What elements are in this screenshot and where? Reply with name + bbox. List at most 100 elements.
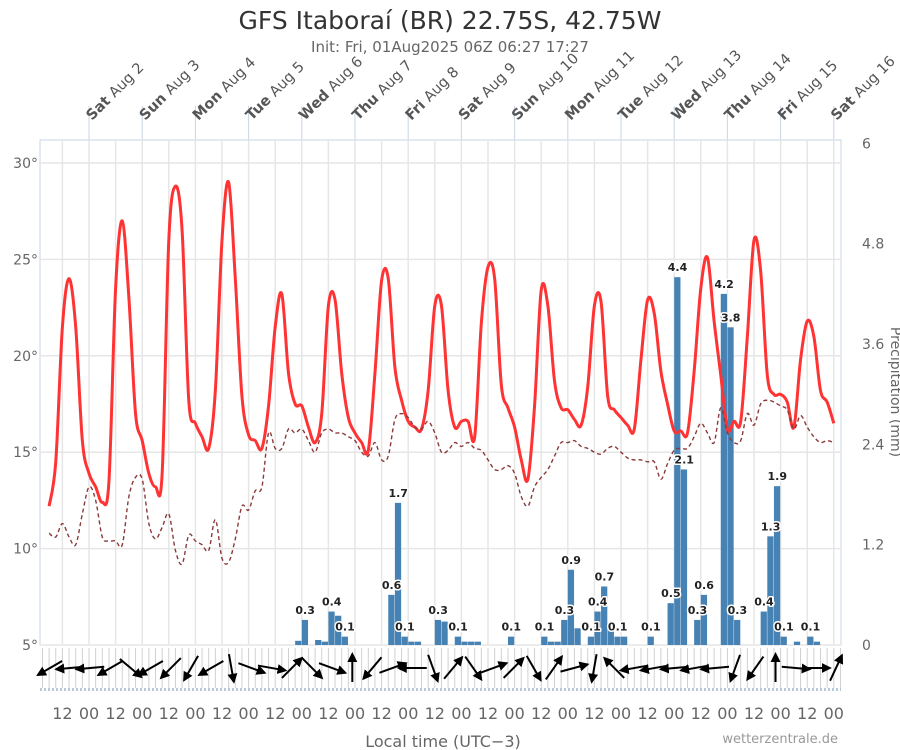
x-tick-label: 00	[398, 704, 418, 723]
precip-bar-label: 1.3	[761, 520, 781, 533]
temperature-lines	[47, 179, 836, 566]
x-tick-label: 12	[105, 704, 125, 723]
y-right-tick-label: 3.6	[862, 337, 884, 353]
precip-bar	[401, 636, 408, 645]
precip-bar-label: 0.6	[694, 579, 714, 592]
day-label-date: Aug 2	[106, 60, 147, 101]
wind-arrow-icon	[238, 662, 267, 675]
wind-arrow-icon	[443, 655, 464, 680]
precip-bar-label: 0.3	[555, 604, 575, 617]
wind-arrow-icon	[560, 661, 590, 673]
wind-arrow-icon	[362, 656, 383, 681]
wind-arrows-strip	[36, 648, 844, 691]
precip-bar	[647, 636, 654, 645]
x-tick-label: 00	[79, 704, 99, 723]
wind-arrow-icon	[301, 657, 324, 680]
x-tick-label: 00	[717, 704, 737, 723]
x-tick-label: 12	[691, 704, 711, 723]
wind-arrow-icon	[159, 657, 182, 680]
x-tick-label: 12	[478, 704, 498, 723]
precip-bar-label: 0.1	[395, 621, 415, 634]
y-axis-right-title: Precipitation (mm)	[887, 327, 900, 457]
wind-arrow-icon	[183, 655, 199, 682]
precip-bar	[441, 621, 448, 645]
precip-bar	[335, 615, 342, 645]
day-label-weekday: Thu	[350, 91, 383, 124]
precip-bar	[561, 619, 568, 645]
wind-arrow-icon	[119, 658, 143, 679]
precip-bar-label: 0.1	[641, 621, 661, 634]
wind-arrow-icon	[699, 663, 730, 674]
series-line-dashed	[48, 399, 835, 566]
precip-bar	[547, 641, 555, 645]
x-tick-label: 12	[318, 704, 338, 723]
x-tick-label: 12	[744, 704, 764, 723]
precip-bar	[321, 641, 328, 645]
precip-bar-label: 0.1	[774, 621, 794, 634]
x-tick-label: 00	[611, 704, 631, 723]
day-label-date: Aug 10	[535, 51, 583, 99]
x-tick-label: 00	[824, 704, 844, 723]
precip-bar-label: 0.1	[801, 621, 821, 634]
day-label-date: Aug 3	[162, 57, 203, 98]
plot-area	[39, 139, 842, 646]
precip-bar-label: 1.9	[768, 470, 788, 483]
day-label-weekday: Sun	[137, 91, 170, 124]
day-label-date: Aug 7	[375, 58, 416, 99]
y-left-tick-label: 5°	[22, 638, 38, 654]
credit-link[interactable]: wetterzentrale.de	[722, 732, 838, 747]
y-right-tick-label: 4.8	[862, 237, 884, 253]
x-tick-label: 00	[504, 704, 524, 723]
day-label-date: Aug 16	[851, 53, 899, 101]
wind-arrow-icon	[197, 660, 224, 677]
precip-bar	[541, 636, 548, 645]
y-left-tick-label: 30°	[13, 156, 38, 172]
day-label-weekday: Sat	[828, 93, 859, 124]
grid-lines	[39, 139, 842, 646]
x-tick-label: 00	[558, 704, 578, 723]
precip-bar	[587, 636, 594, 645]
x-axis-bottom: 12 00 12 00 12 00 12 00 12 00 12 00 12 00 12 00 12 00 12 00…	[52, 704, 844, 723]
wind-arrow-icon	[502, 656, 525, 679]
day-label: SatAug 16	[828, 53, 898, 123]
precip-bar-label: 4.2	[714, 278, 734, 291]
precip-bar	[614, 636, 621, 645]
precip-bar	[454, 636, 461, 645]
precip-bar	[567, 569, 575, 645]
wind-arrow-icon	[479, 661, 509, 674]
day-label-weekday: Wed	[296, 87, 333, 124]
precip-bar	[574, 628, 581, 645]
x-tick-label: 00	[238, 704, 258, 723]
day-label-date: Aug 9	[479, 60, 520, 101]
wind-arrow-icon	[525, 655, 542, 682]
precip-bar	[813, 641, 821, 645]
precip-bar-label: 0.3	[728, 604, 748, 617]
precip-bar-label: 0.3	[428, 604, 448, 617]
precip-bar	[301, 619, 309, 645]
precip-bar	[621, 636, 628, 645]
x-tick-label: 12	[371, 704, 391, 723]
x-tick-label: 00	[770, 704, 790, 723]
wind-arrow-icon	[427, 654, 440, 684]
day-label-weekday: Fri	[775, 98, 801, 124]
precipitation-bar-labels: 0.30.40.10.61.70.10.30.1 0.1 0.10.30.90.10…	[294, 260, 822, 635]
wind-arrow-icon	[318, 662, 348, 675]
series-line-solid	[47, 179, 836, 507]
precip-bar	[720, 293, 727, 645]
precip-bar-label: 0.7	[595, 570, 615, 583]
precip-bar-label: 0.4	[322, 596, 342, 609]
day-label-weekday: Fri	[403, 98, 429, 124]
day-label-weekday: Sat	[84, 93, 115, 124]
precip-bar	[667, 603, 674, 645]
precip-bar	[315, 639, 322, 645]
x-tick-label: 12	[212, 704, 232, 723]
precip-bar	[388, 594, 395, 645]
x-tick-label: 12	[637, 704, 657, 723]
x-tick-label: 12	[531, 704, 551, 723]
precip-bar	[461, 641, 468, 645]
precip-bar-label: 0.3	[295, 604, 315, 617]
precip-bar-label: 0.1	[608, 621, 628, 634]
precip-bar-label: 0.5	[661, 587, 681, 600]
precip-bar	[793, 641, 801, 645]
